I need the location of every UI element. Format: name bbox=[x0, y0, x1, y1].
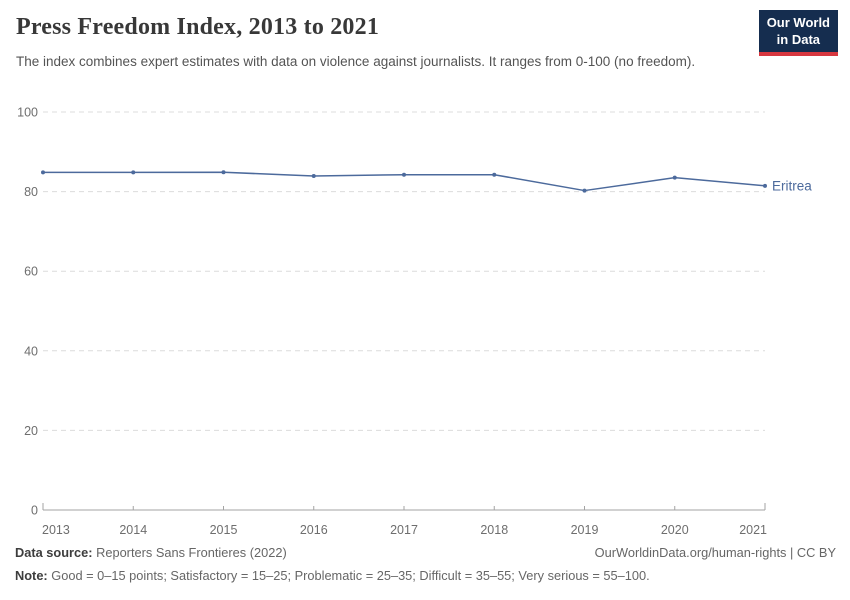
data-point-eritrea-2015[interactable] bbox=[221, 170, 226, 175]
y-axis-label-80: 80 bbox=[24, 185, 38, 199]
x-axis-label-2015: 2015 bbox=[210, 523, 238, 537]
x-axis-label-2019: 2019 bbox=[571, 523, 599, 537]
y-axis-label-20: 20 bbox=[24, 424, 38, 438]
data-point-eritrea-2019[interactable] bbox=[582, 188, 587, 193]
y-axis-label-60: 60 bbox=[24, 265, 38, 279]
data-source-label: Data source: bbox=[15, 545, 93, 560]
data-point-eritrea-2018[interactable] bbox=[492, 172, 497, 177]
data-source-text: Reporters Sans Frontieres (2022) bbox=[96, 545, 287, 560]
x-axis-label-2020: 2020 bbox=[661, 523, 689, 537]
x-axis-label-2021: 2021 bbox=[739, 523, 767, 537]
data-point-eritrea-2017[interactable] bbox=[402, 172, 406, 177]
footer-source-row: Data source: Reporters Sans Frontieres (… bbox=[15, 545, 836, 560]
owid-logo[interactable]: Our World in Data bbox=[758, 10, 838, 56]
x-axis-label-2013: 2013 bbox=[42, 523, 70, 537]
y-axis-label-0: 0 bbox=[31, 504, 38, 518]
data-point-eritrea-2020[interactable] bbox=[672, 175, 677, 180]
page-title: Press Freedom Index, 2013 to 2021 bbox=[16, 14, 380, 40]
footer-note: Note: Good = 0–15 points; Satisfactory =… bbox=[15, 568, 650, 583]
data-point-eritrea-2014[interactable] bbox=[131, 170, 136, 175]
x-axis-label-2014: 2014 bbox=[119, 523, 147, 537]
data-point-eritrea-2016[interactable] bbox=[311, 173, 316, 178]
x-axis-label-2016: 2016 bbox=[300, 523, 328, 537]
owid-logo-line1: Our World bbox=[766, 15, 830, 30]
series-label-eritrea: Eritrea bbox=[772, 178, 812, 193]
note-text: Good = 0–15 points; Satisfactory = 15–25… bbox=[51, 568, 650, 583]
x-axis-label-2017: 2017 bbox=[390, 523, 418, 537]
y-axis-label-100: 100 bbox=[17, 106, 38, 120]
owid-logo-line2: in Data bbox=[776, 31, 821, 47]
owid-rights-link[interactable]: OurWorldinData.org/human-rights | CC BY bbox=[594, 545, 836, 560]
y-axis-label-40: 40 bbox=[24, 344, 38, 358]
note-label: Note: bbox=[15, 568, 48, 583]
data-point-eritrea-2013[interactable] bbox=[41, 170, 45, 175]
data-source: Data source: Reporters Sans Frontieres (… bbox=[15, 545, 287, 560]
data-point-eritrea-2021[interactable] bbox=[763, 183, 767, 188]
x-axis-label-2018: 2018 bbox=[480, 523, 508, 537]
chart-subtitle: The index combines expert estimates with… bbox=[16, 54, 696, 69]
